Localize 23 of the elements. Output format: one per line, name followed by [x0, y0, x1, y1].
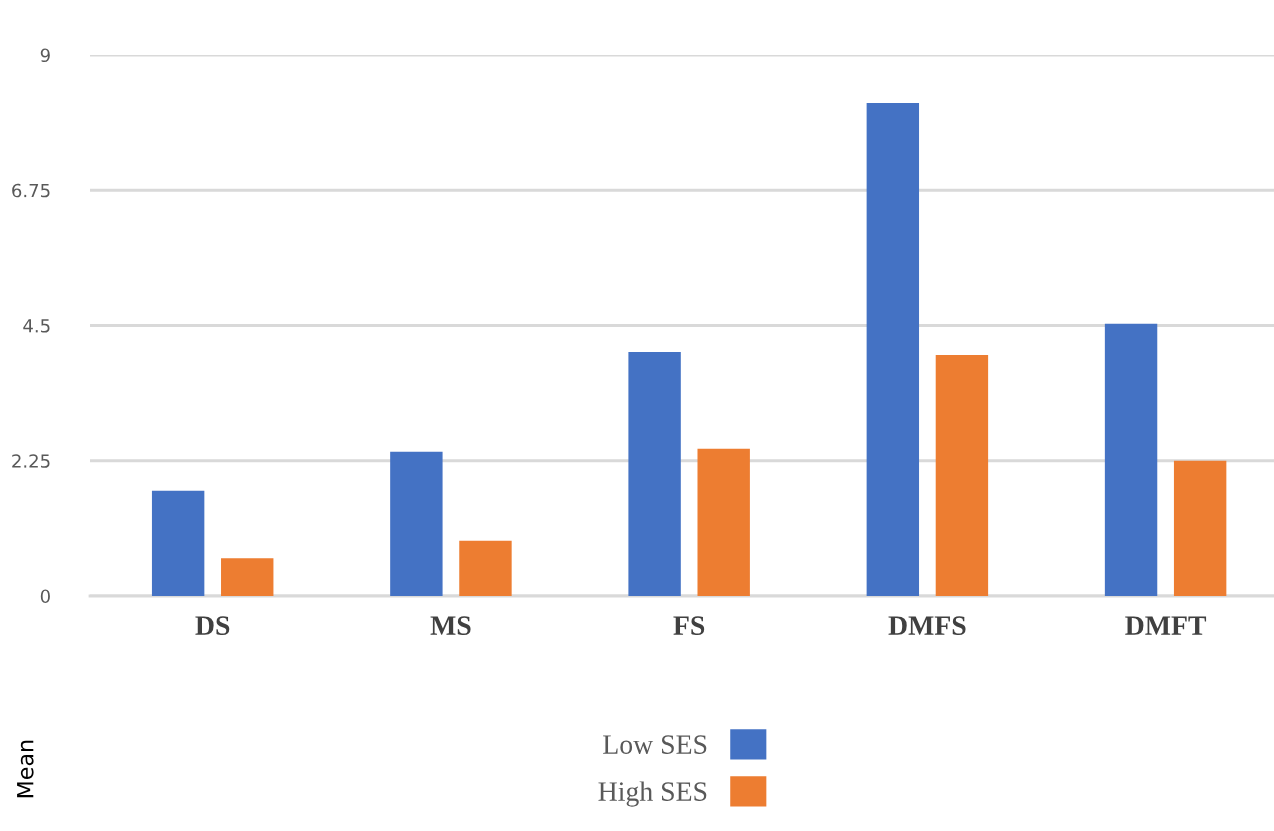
y-tick-label: 6.75: [12, 183, 50, 198]
bar: [459, 540, 512, 596]
bar: [221, 558, 274, 596]
x-tick-label: DS: [195, 616, 230, 635]
bar: [390, 451, 443, 596]
y-tick-label: 9: [40, 48, 50, 63]
x-tick-label: MS: [430, 616, 471, 635]
legend-label: High SES: [598, 781, 707, 807]
bar: [628, 351, 681, 596]
y-tick-label: 0: [40, 589, 50, 604]
legend-label: Low SES: [603, 735, 707, 754]
bar: [935, 354, 989, 596]
y-tick-label: 4.5: [23, 319, 50, 333]
x-tick-label: DMFS: [888, 616, 966, 635]
y-tick-label: 2.25: [12, 454, 50, 468]
bar: [1173, 460, 1227, 596]
bar: [866, 103, 920, 596]
y-axis-title: Mean: [17, 740, 34, 798]
x-tick-label: DMFT: [1125, 616, 1207, 635]
bar: [697, 448, 750, 596]
bar: [1104, 323, 1158, 596]
x-tick-label: FS: [673, 616, 705, 635]
bar: [151, 490, 205, 596]
